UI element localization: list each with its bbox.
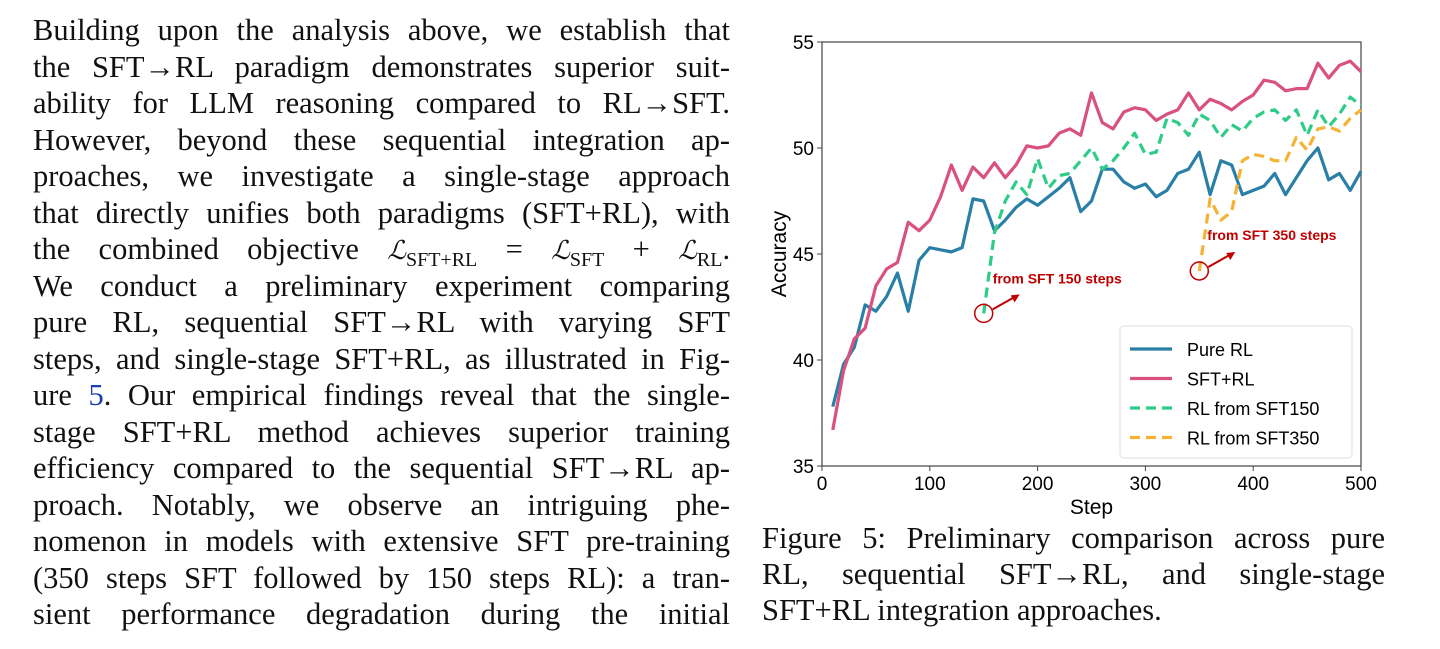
text-line: Building upon the analysis above, we est…	[33, 13, 730, 47]
x-tick-label: 400	[1237, 474, 1269, 495]
x-axis-label: Step	[1070, 496, 1113, 519]
plus: +	[632, 232, 650, 266]
caption-line: Figure 5: Preliminary comparison across …	[762, 521, 1385, 555]
x-tick-label: 500	[1345, 474, 1377, 495]
caption-line: RL, sequential SFT→RL, and single-stage	[762, 557, 1385, 591]
subscript: RL	[696, 249, 723, 271]
text-line: ability for LLM reasoning compared to RL…	[33, 86, 730, 120]
x-tick-label: 200	[1022, 474, 1054, 495]
loss-symbol: ℒ	[387, 236, 406, 266]
legend-label: SFT+RL	[1187, 370, 1255, 390]
text-line: that directly unifies both paradigms (SF…	[33, 195, 730, 230]
text-line: nomenon in models with extensive SFT pre…	[33, 524, 730, 558]
legend-label: RL from SFT350	[1187, 429, 1319, 449]
y-tick-label: 55	[793, 33, 814, 54]
figure-caption: Figure 5: Preliminary comparison across …	[762, 520, 1385, 628]
x-tick-label: 300	[1130, 474, 1162, 495]
series-line-rl-from-sft150	[982, 95, 1362, 314]
annotation-label: from SFT 150 steps	[993, 270, 1122, 286]
text-line: proach. Notably, we observe an intriguin…	[33, 487, 730, 522]
y-tick-label: 40	[793, 351, 814, 372]
text-line: steps, and single-stage SFT+RL, as illus…	[33, 341, 730, 376]
y-tick-label: 35	[793, 457, 814, 478]
series-line-sft-rl	[831, 59, 1363, 431]
text-line: proaches, we investigate a single-stage …	[33, 159, 730, 193]
text-line: However, beyond these sequential integra…	[33, 122, 730, 157]
y-axis-label: Accuracy	[768, 210, 791, 297]
x-tick-label: 100	[914, 474, 946, 495]
text: ure	[33, 378, 89, 412]
text-line: pure RL, sequential SFT→RL with varying …	[33, 305, 730, 339]
text-line: efficiency compared to the sequential SF…	[33, 451, 730, 485]
period: .	[722, 232, 731, 266]
figure-ref-link[interactable]: 5	[88, 378, 104, 412]
series-line-rl-from-sft350	[1197, 108, 1362, 272]
text-line: sient performance degradation during the…	[33, 597, 730, 631]
text-line: We conduct a preliminary experiment comp…	[33, 268, 730, 303]
y-tick-label: 45	[793, 245, 814, 266]
equals: =	[505, 232, 523, 266]
legend-label: RL from SFT150	[1187, 399, 1319, 419]
y-tick-label: 50	[793, 139, 814, 160]
caption-line: SFT+RL integration approaches.	[762, 593, 1162, 627]
loss-symbol: ℒ	[678, 236, 697, 266]
legend-box	[1119, 325, 1353, 459]
loss-symbol: ℒ	[551, 236, 570, 266]
arrow-head-icon	[1010, 294, 1020, 303]
body-text: Building upon the analysis above, we est…	[33, 12, 730, 633]
annotation-circle	[973, 303, 994, 324]
text-line: stage SFT+RL method achieves superior tr…	[33, 414, 730, 449]
annotation-arrow	[992, 295, 1017, 311]
legend-label: Pure RL	[1187, 340, 1253, 360]
subscript: SFT	[569, 249, 605, 271]
text-line: ure 5. Our empirical findings reveal tha…	[33, 377, 730, 414]
annotation-circle	[1189, 261, 1210, 281]
text: the combined objective	[33, 232, 359, 266]
annotation-arrow	[1207, 253, 1232, 268]
text-line: (350 steps SFT followed by 150 steps RL)…	[33, 560, 730, 595]
text: . Our empirical findings reveal that the…	[103, 378, 730, 412]
text-line: the SFT→RL paradigm demonstrates superio…	[33, 49, 730, 84]
subscript: SFT+RL	[405, 249, 478, 271]
x-tick-label: 0	[817, 474, 828, 495]
annotation-label: from SFT 350 steps	[1207, 227, 1336, 243]
series-line-pure-rl	[831, 146, 1363, 408]
arrow-head-icon	[1226, 251, 1236, 260]
math-line: the combined objective ℒSFT+RL = ℒSFT + …	[33, 231, 731, 271]
